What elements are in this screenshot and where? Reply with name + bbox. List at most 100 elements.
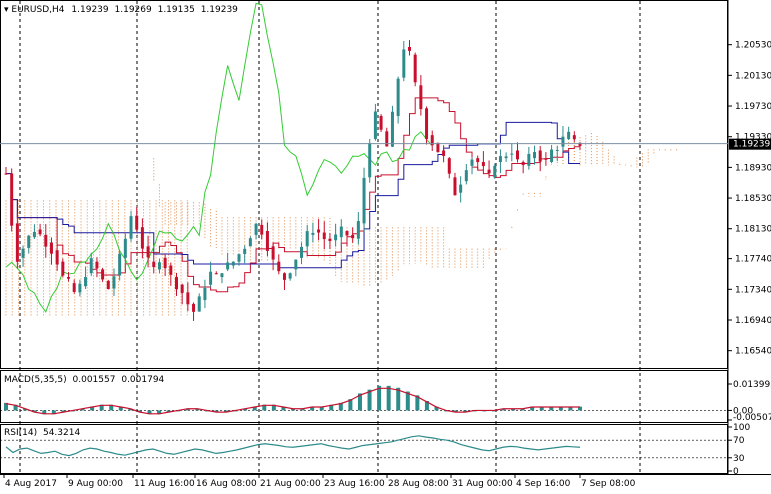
rsi-tick-label: 0: [733, 467, 739, 477]
macd-bar: [214, 410, 219, 413]
candle-body: [334, 234, 338, 241]
close-value: 1.19239: [201, 5, 238, 15]
macd-bar: [511, 408, 516, 411]
macd-bar: [128, 408, 133, 411]
candle-body: [288, 273, 292, 279]
macd-bar: [291, 408, 295, 411]
macd-signal-line: [5, 387, 580, 415]
macd-bar: [319, 406, 324, 411]
candle-body: [78, 283, 82, 293]
macd-value-main: 0.001557: [73, 375, 116, 385]
macd-bar: [520, 408, 525, 411]
price-tick-label: 1.19330: [735, 133, 771, 143]
macd-tick-label: 0.013992: [733, 380, 771, 390]
candle-body: [487, 169, 491, 174]
candle-body: [527, 153, 531, 166]
candle-body: [220, 273, 224, 278]
macd-bar: [23, 408, 28, 411]
price-tick-label: 1.17340: [735, 285, 771, 295]
macd-bar: [549, 406, 554, 411]
candle-body: [419, 85, 423, 110]
macd-bar: [137, 410, 142, 413]
candle-body: [112, 276, 116, 289]
candle-body: [470, 159, 474, 166]
candle-body: [203, 287, 207, 301]
candle-body: [402, 49, 406, 78]
price-tick-label: 1.18130: [735, 225, 771, 235]
candle-body: [61, 261, 65, 276]
time-tick-label: 7 Sep 08:00: [581, 479, 636, 489]
rsi-header: RSI(14) 54.3214: [4, 428, 80, 438]
macd-histogram: [0, 385, 728, 415]
candle-body: [180, 284, 184, 293]
current-price-tag: [729, 138, 771, 150]
chart-symbol-header: ▾ EURUSD,H4 1.19239 1.19269 1.19135 1.19…: [4, 5, 238, 15]
time-axis: 4 Aug 2017 9 Aug 00:00 11 Aug 16:00 16 Aug …: [3, 474, 636, 489]
candle-body: [567, 131, 571, 140]
candle-body: [4, 173, 8, 175]
macd-bar: [4, 402, 8, 411]
time-tick-label: 4 Aug 2017: [5, 479, 57, 489]
time-tick-label: 4 Sep 16:00: [516, 479, 571, 489]
candle-body: [493, 165, 497, 178]
time-tick-label: 16 Aug 08:00: [196, 479, 257, 489]
rsi-value: 54.3214: [43, 428, 80, 438]
candle-body: [442, 150, 446, 156]
macd-bar: [501, 408, 506, 411]
macd-bar: [463, 410, 468, 413]
candle-body: [84, 277, 88, 287]
macd-bar: [252, 406, 257, 411]
candle-body: [146, 246, 150, 258]
candle-body: [328, 238, 332, 242]
time-tick-label: 9 Aug 00:00: [68, 479, 123, 489]
macd-bar: [453, 410, 458, 413]
candle-body: [578, 142, 582, 146]
period-separators: [19, 1, 641, 474]
macd-bar: [396, 387, 401, 411]
candle-body: [192, 303, 196, 312]
candle-body: [231, 261, 235, 266]
rsi-panel[interactable]: [0, 424, 728, 474]
candle-body: [186, 292, 190, 305]
candle-body: [447, 158, 451, 174]
macd-bar: [424, 400, 429, 411]
rsi-tick-label: 30: [733, 454, 745, 464]
candle-body: [248, 238, 252, 247]
candle-body: [339, 226, 343, 238]
candle-body: [106, 280, 110, 290]
candle-body: [123, 238, 127, 258]
macd-bar: [157, 410, 162, 415]
price-tick-label: 1.19730: [735, 102, 771, 112]
price-tick-label: 1.16540: [735, 347, 771, 357]
candle-body: [538, 150, 542, 162]
rsi-tick-label: 70: [733, 436, 745, 446]
candle-body: [49, 242, 53, 254]
candle-body: [521, 162, 525, 166]
candle-body: [555, 149, 559, 151]
macd-bar: [61, 410, 66, 413]
candle-body: [317, 229, 321, 233]
time-tick-label: 31 Aug 00:00: [452, 479, 513, 489]
symbol-label: EURUSD,H4: [11, 5, 64, 15]
candle-body: [277, 261, 281, 272]
candle-body: [152, 261, 156, 268]
candle-body: [197, 296, 201, 312]
candle-body: [476, 158, 480, 163]
macd-panel[interactable]: [0, 370, 728, 423]
candle-body: [10, 173, 14, 226]
candle-body: [55, 250, 59, 265]
macd-bar: [300, 408, 305, 411]
macd-bar: [310, 406, 315, 411]
macd-bar: [243, 408, 248, 411]
macd-bar: [434, 406, 439, 411]
macd-axis: 0.013992 0.00-0.005078: [728, 380, 771, 423]
candle-body: [550, 149, 554, 163]
candle-body: [368, 143, 372, 178]
macd-bar: [367, 389, 372, 411]
candle-body: [408, 46, 412, 51]
macd-bar: [51, 410, 56, 415]
candle-body: [89, 258, 93, 274]
candle-body: [390, 111, 394, 147]
